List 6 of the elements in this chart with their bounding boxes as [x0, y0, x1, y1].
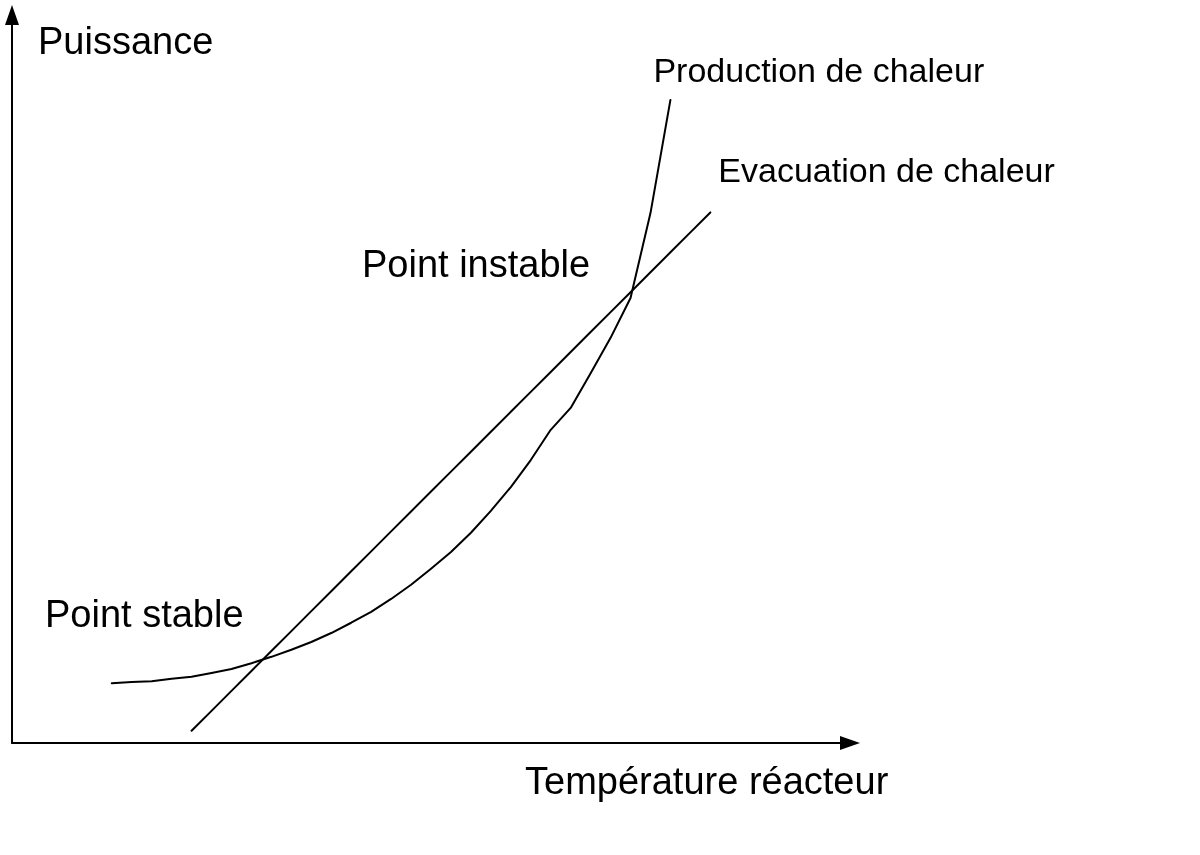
y-axis-title: Puissance — [38, 20, 214, 62]
series-label: Production de chaleur — [653, 50, 985, 89]
annotation: Point stable — [45, 593, 244, 635]
series-label: Evacuation de chaleur — [718, 151, 1055, 190]
annotation: Point instable — [362, 243, 591, 285]
x-axis-title: Température réacteur — [525, 760, 889, 802]
